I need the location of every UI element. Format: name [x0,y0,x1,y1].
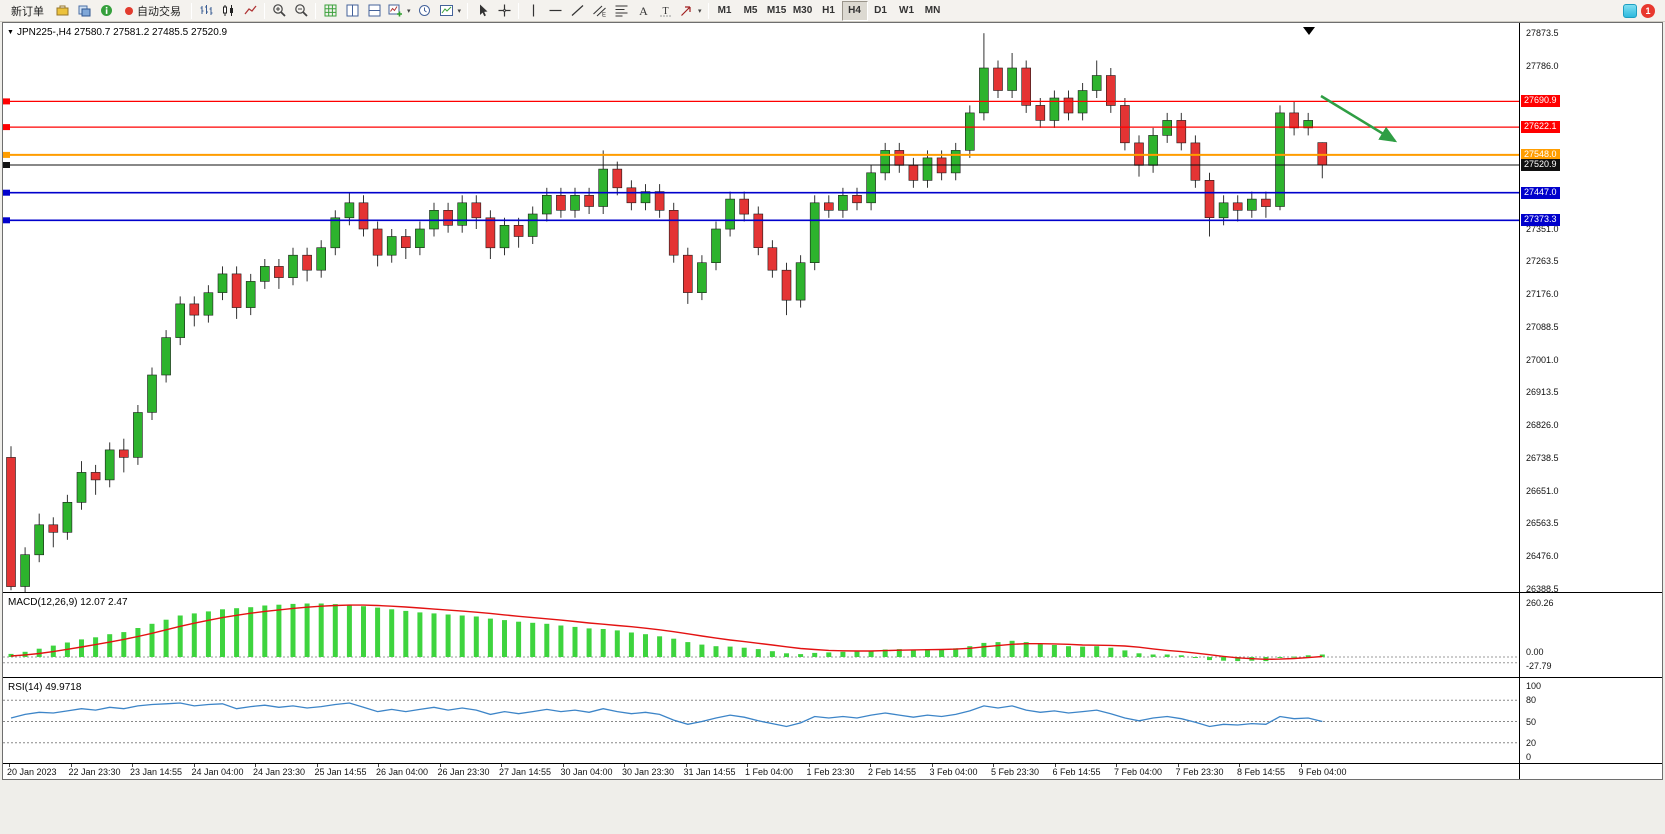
separator [707,2,709,19]
fibonacci-tool-button[interactable] [610,1,632,21]
timeframe-m15[interactable]: M15 [764,1,790,21]
svg-text:E: E [602,13,606,19]
notification-badge[interactable]: 1 [1641,3,1655,18]
timeframe-m1[interactable]: M1 [712,1,738,21]
bar-chart-button[interactable] [195,1,217,21]
chart-window: ▼ JPN225-,H4 27580.7 27581.2 27485.5 2752… [2,22,1663,780]
chart-title: ▼ JPN225-,H4 27580.7 27581.2 27485.5 2752… [7,27,227,38]
horizontal-line-icon [549,9,562,12]
info-button[interactable] [95,1,117,21]
timeframe-h1[interactable]: H1 [816,1,842,21]
separator [264,2,265,19]
rsi-label: RSI(14) 49.9718 [8,682,82,693]
macd-label: MACD(12,26,9) 12.07 2.47 [8,597,128,608]
horizontal-line-tool-button[interactable] [544,1,566,21]
tile-vertical-icon [346,4,358,17]
text-tool-button[interactable]: A [632,1,654,21]
tile-horizontal-button[interactable] [363,1,385,21]
channel-icon: E [592,5,606,19]
separator [518,2,520,19]
toolbox-icon [56,5,68,16]
toolbar-right: 1 [1623,3,1655,18]
toolbar: 新订单 自动交易 ▾ [0,0,1665,22]
separator [467,2,469,19]
macd-indicator[interactable] [3,593,1519,677]
line-chart-icon [243,5,257,15]
line-chart-button[interactable] [239,1,261,21]
cursor-icon [479,4,488,17]
dropdown-caret-icon: ▾ [457,7,462,15]
timeframe-h4[interactable]: H4 [841,0,868,21]
crosshair-button[interactable] [493,1,515,21]
equidistant-channel-tool-button[interactable]: E [588,1,610,21]
timeframe-w1[interactable]: W1 [894,1,920,21]
new-order-label: 新订单 [11,5,44,18]
main-chart-panel[interactable]: ▼ JPN225-,H4 27580.7 27581.2 27485.5 2752… [3,23,1662,592]
trendline-tool-button[interactable] [566,1,588,21]
timeframe-mn[interactable]: MN [920,1,946,21]
time-axis[interactable]: 20 Jan 2023 22 Jan 23:30 23 Jan 14:55 24 Ja… [3,763,1662,779]
macd-panel[interactable]: MACD(12,26,9) 12.07 2.47 260.26 0.00 -27.7… [3,592,1662,677]
new-chart-icon [388,4,402,17]
svg-text:T: T [662,6,668,17]
candlesticks-icon [222,5,233,16]
zoom-in-button[interactable] [268,1,290,21]
template-button[interactable]: ▾ [436,1,465,21]
bars-chart-icon [200,5,212,15]
label-icon: T [659,6,671,17]
zoom-out-icon [294,4,308,17]
candlestick-chart-button[interactable] [217,1,239,21]
timeframe-m5[interactable]: M5 [738,1,764,21]
chart-ohlc-text: JPN225-,H4 27580.7 27581.2 27485.5 27520… [16,27,228,38]
dropdown-caret-icon: ▾ [407,7,411,15]
macd-scale: 260.26 0.00 -27.79 [1519,593,1662,677]
crosshair-icon [498,4,511,17]
price-scale[interactable]: 27873.5 27786.0 27351.0 27263.5 27176.0 27088… [1519,23,1662,592]
text-icon: A [639,4,648,18]
chat-icon[interactable] [1623,3,1637,18]
info-icon [100,5,112,16]
indicators-grid-icon [324,4,336,17]
timeframe-d1[interactable]: D1 [868,1,894,21]
template-icon [439,5,453,16]
rsi-scale: 100 80 50 20 0 [1519,678,1662,763]
timeframe-m30[interactable]: M30 [790,1,816,21]
fibonacci-icon [615,5,628,17]
separator [191,2,192,19]
vertical-line-tool-button[interactable] [522,1,544,21]
clock-icon [419,5,431,16]
svg-text:A: A [639,4,648,18]
auto-trading-label: 自动交易 [137,5,181,18]
text-label-tool-button[interactable]: T [654,1,676,21]
rsi-indicator[interactable] [3,678,1519,763]
separator [315,2,316,19]
dropdown-caret-icon: ▾ [698,7,702,15]
indicators-button[interactable] [319,1,341,21]
profiles-icon [78,5,90,17]
trendline-icon [571,5,583,16]
arrows-tool-button[interactable]: ▾ [676,1,705,21]
zoom-out-button[interactable] [290,1,312,21]
tile-vertical-button[interactable] [341,1,363,21]
collapse-icon[interactable]: ▼ [7,29,14,36]
cursor-button[interactable] [471,1,493,21]
rsi-panel[interactable]: RSI(14) 49.9718 100 80 50 20 0 [3,677,1662,763]
data-window-button[interactable] [51,1,73,21]
auto-trading-button[interactable]: 自动交易 [117,1,188,21]
profiles-button[interactable] [73,1,95,21]
zoom-in-icon [272,4,286,17]
candlestick-chart[interactable] [3,23,1519,592]
auto-trading-status-icon [125,6,133,15]
period-button[interactable] [414,1,436,21]
arrow-shape-icon [681,6,691,16]
new-chart-button[interactable]: ▾ [385,1,414,21]
new-order-button[interactable]: 新订单 [4,1,51,21]
vertical-line-icon [532,4,534,17]
tile-horizontal-icon [368,4,380,17]
